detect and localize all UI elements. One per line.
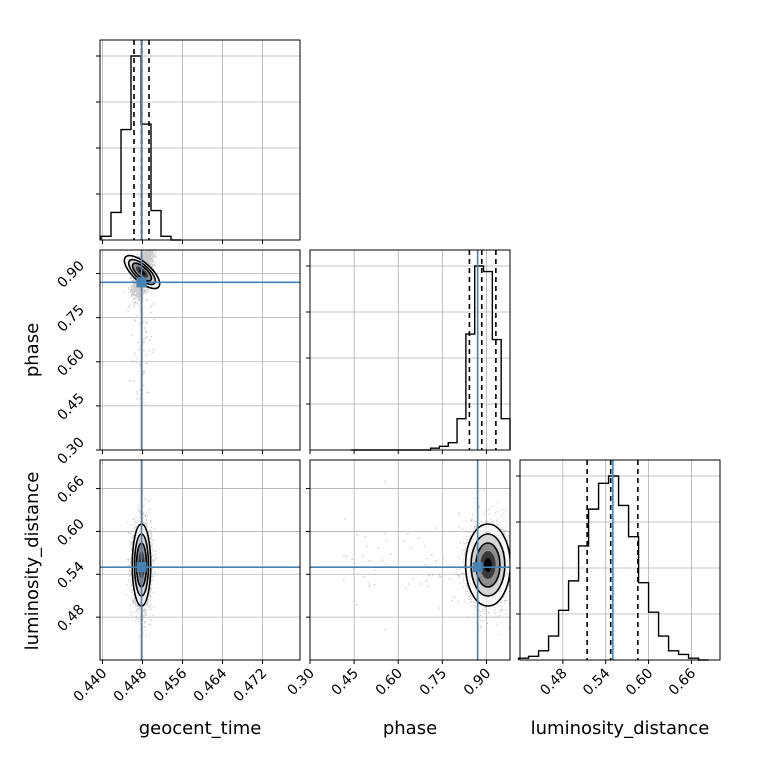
- x-tick-label: 0.66: [666, 665, 699, 698]
- panel-hist-phase: [306, 249, 511, 454]
- panel-hist-luminosity-distance: 0.48 0.54 0.60 0.66: [516, 459, 721, 699]
- x-tick-label: 0.90: [461, 666, 494, 699]
- scatter-area: [310, 460, 510, 660]
- x-tick-label: 0.60: [373, 666, 406, 699]
- density-contour: [470, 533, 506, 597]
- y-tick-label: 0.66: [54, 473, 87, 506]
- xlabel-luminosity-distance: luminosity_distance: [531, 718, 710, 739]
- density-contour: [464, 523, 510, 607]
- histogram-step: [517, 475, 709, 661]
- xlabel-phase: phase: [383, 718, 437, 739]
- y-tick-label: 0.45: [54, 390, 87, 423]
- x-tick-label: 0.54: [580, 665, 613, 698]
- panel-frame: [99, 39, 301, 241]
- y-tick-label: 0.60: [54, 516, 87, 549]
- y-tick-label: 0.75: [54, 302, 87, 335]
- y-tick-label: 0.60: [54, 346, 87, 379]
- truth-marker: [136, 562, 147, 573]
- density-contour: [127, 258, 157, 286]
- y-tick-label: 0.30: [54, 434, 87, 467]
- x-tick-label: 0.464: [191, 665, 231, 705]
- panel-scatter-geocent-time-vs-phase: 0.30 0.45 0.60 0.75 0.90: [54, 249, 301, 468]
- truth-marker: [472, 562, 483, 573]
- panel-frame: [99, 459, 301, 661]
- x-tick-label: 0.448: [111, 666, 151, 706]
- panel-frame: [309, 459, 511, 661]
- panel-hist-geocent-time: [96, 39, 301, 244]
- y-tick-label: 0.54: [54, 559, 87, 592]
- xlabel-geocent-time: geocent_time: [139, 718, 262, 739]
- y-tick-label: 0.90: [54, 258, 87, 291]
- density-contour: [131, 262, 153, 282]
- density-fill: [484, 558, 492, 572]
- ylabel-luminosity-distance: luminosity_distance: [22, 472, 43, 651]
- x-tick-label: 0.30: [284, 666, 317, 699]
- y-tick-label: 0.48: [54, 602, 87, 635]
- panel-frame: [309, 249, 511, 451]
- x-tick-label: 0.456: [151, 665, 191, 705]
- truth-marker: [136, 277, 147, 288]
- x-tick-label: 0.472: [231, 666, 271, 706]
- x-tick-label: 0.60: [623, 666, 656, 699]
- x-tick-label: 0.45: [329, 666, 362, 699]
- x-tick-label: 0.75: [417, 666, 450, 699]
- scatter-area: [100, 460, 300, 660]
- scatter-area: [100, 250, 300, 450]
- ylabel-phase: phase: [22, 323, 43, 377]
- panel-scatter-phase-vs-luminosity-distance: 0.30 0.45 0.60 0.75 0.90: [284, 459, 511, 699]
- x-tick-label: 0.440: [71, 666, 111, 706]
- density-contour: [123, 254, 161, 290]
- panel-scatter-geocent-time-vs-luminosity-distance: 0.440 0.448 0.456 0.464 0.472 0.48 0.54 0.60 0.6…: [54, 459, 301, 706]
- panel-frame: [519, 459, 721, 661]
- panel-frame: [99, 249, 301, 451]
- x-tick-label: 0.48: [537, 666, 570, 699]
